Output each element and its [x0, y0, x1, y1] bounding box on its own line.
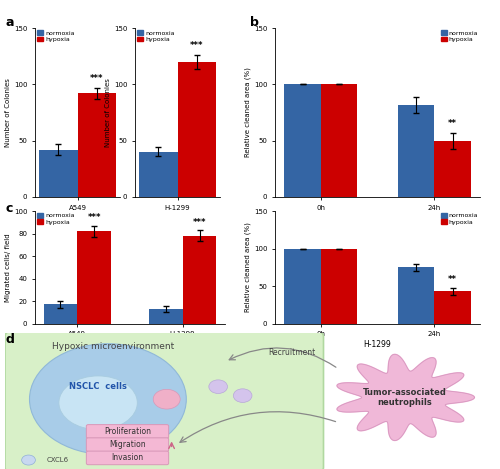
- Text: Invasion: Invasion: [112, 454, 144, 462]
- X-axis label: A549: A549: [368, 213, 388, 222]
- Text: **: **: [448, 119, 457, 128]
- Text: Migration: Migration: [109, 440, 146, 449]
- Text: ***: ***: [193, 218, 206, 227]
- Bar: [78, 231, 111, 324]
- Y-axis label: Migrated cells/ field: Migrated cells/ field: [5, 233, 11, 302]
- Bar: [182, 236, 216, 324]
- Y-axis label: Number of Colonies: Number of Colonies: [5, 78, 11, 147]
- Legend: normoxia, hypoxia: normoxia, hypoxia: [440, 212, 479, 226]
- Polygon shape: [337, 355, 474, 440]
- Text: Proliferation: Proliferation: [104, 427, 151, 436]
- Bar: [44, 304, 78, 324]
- Legend: normoxia, hypoxia: normoxia, hypoxia: [136, 30, 175, 43]
- Text: Hypoxic microenvironment: Hypoxic microenvironment: [52, 342, 174, 351]
- Ellipse shape: [30, 344, 186, 454]
- Ellipse shape: [209, 380, 228, 393]
- Bar: [284, 249, 320, 324]
- Bar: [320, 84, 357, 197]
- Text: NSCLC  cells: NSCLC cells: [69, 382, 127, 391]
- Y-axis label: Relative cleaned area (%): Relative cleaned area (%): [244, 68, 251, 158]
- Bar: [284, 84, 320, 197]
- Text: Recruitment: Recruitment: [268, 348, 316, 357]
- Text: ***: ***: [90, 74, 104, 83]
- Y-axis label: Relative cleaned area (%): Relative cleaned area (%): [244, 222, 251, 312]
- Bar: [39, 150, 78, 197]
- Bar: [149, 309, 182, 324]
- Ellipse shape: [59, 376, 138, 430]
- Text: Tumor-associated
neutrophils: Tumor-associated neutrophils: [362, 388, 446, 407]
- FancyBboxPatch shape: [86, 438, 168, 452]
- Legend: normoxia, hypoxia: normoxia, hypoxia: [440, 30, 479, 43]
- FancyBboxPatch shape: [5, 331, 324, 469]
- Bar: [320, 249, 357, 324]
- Bar: [434, 141, 470, 197]
- Legend: normoxia, hypoxia: normoxia, hypoxia: [36, 212, 75, 226]
- Ellipse shape: [22, 455, 36, 465]
- FancyBboxPatch shape: [86, 451, 168, 465]
- Text: b: b: [250, 16, 259, 30]
- Text: a: a: [5, 16, 14, 30]
- Bar: [398, 105, 434, 197]
- Legend: normoxia, hypoxia: normoxia, hypoxia: [36, 30, 75, 43]
- Text: c: c: [5, 202, 12, 215]
- X-axis label: H-1299: H-1299: [364, 340, 392, 349]
- Text: ***: ***: [190, 41, 203, 50]
- Text: d: d: [5, 333, 14, 346]
- Bar: [139, 152, 177, 197]
- Bar: [78, 93, 116, 197]
- Ellipse shape: [153, 389, 180, 409]
- Y-axis label: Number of Colonies: Number of Colonies: [105, 78, 111, 147]
- Bar: [178, 62, 216, 197]
- Text: ***: ***: [88, 213, 101, 222]
- Ellipse shape: [234, 389, 252, 402]
- FancyBboxPatch shape: [86, 424, 168, 438]
- Bar: [398, 267, 434, 324]
- Text: CXCL6: CXCL6: [46, 457, 69, 463]
- Text: **: **: [448, 275, 457, 284]
- Bar: [434, 291, 470, 324]
